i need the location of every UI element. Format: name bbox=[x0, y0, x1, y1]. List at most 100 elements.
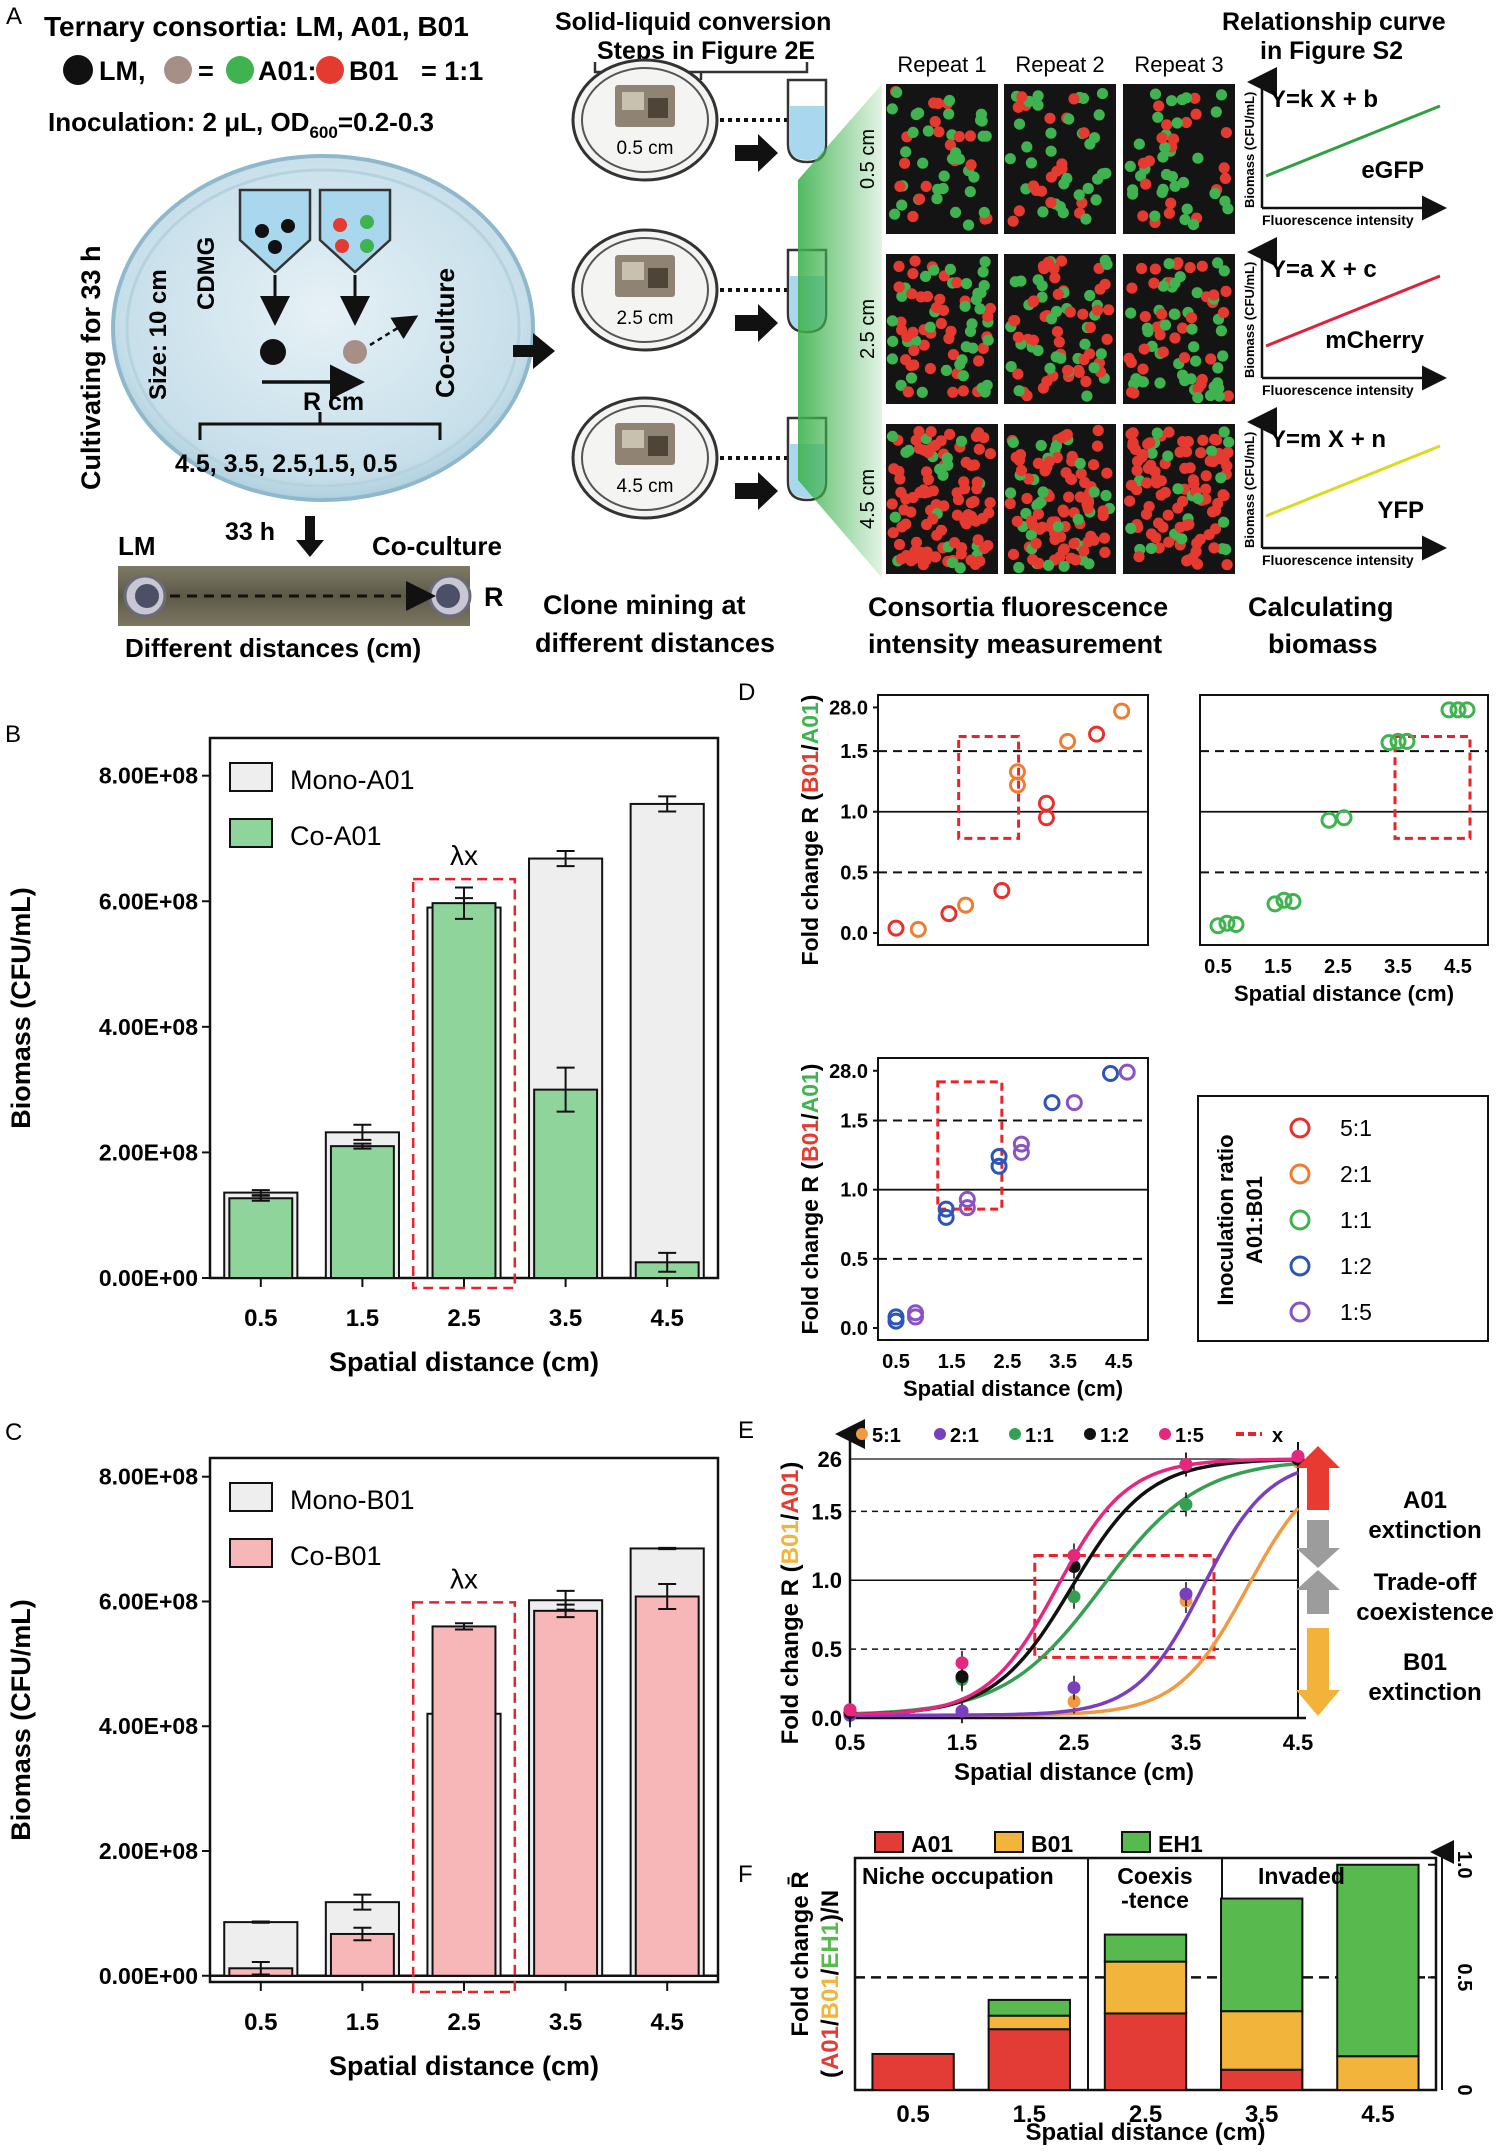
x-axis-title: Spatial distance (cm) bbox=[1025, 2119, 1265, 2146]
a01-cell bbox=[957, 370, 969, 382]
a01-cell bbox=[1187, 219, 1200, 231]
b01-cell bbox=[1062, 364, 1074, 377]
mean-point bbox=[1179, 1458, 1193, 1472]
legend-swatch bbox=[229, 1482, 273, 1512]
ratio-legend-title: Inoculation ratio bbox=[1213, 1134, 1238, 1305]
mean-point bbox=[1179, 1497, 1193, 1511]
b01-cell bbox=[1021, 492, 1033, 505]
row-distance-label: 4.5 cm bbox=[857, 469, 879, 529]
b01-cell bbox=[1101, 333, 1113, 345]
inoculation-main: Inoculation: 2 μL, OD bbox=[48, 107, 309, 137]
b01-cell bbox=[1063, 491, 1075, 503]
a01-cell bbox=[1177, 176, 1190, 189]
selection-gradient-band bbox=[798, 84, 882, 578]
b01-cell bbox=[1039, 465, 1051, 477]
ratio-point bbox=[1113, 702, 1131, 720]
a01-cell bbox=[900, 146, 912, 158]
small-dish-rim bbox=[581, 405, 709, 511]
y-tick-label: 1.0 bbox=[811, 1568, 842, 1593]
b01-cell bbox=[1013, 205, 1025, 217]
panel-f-label: F bbox=[738, 1861, 753, 1888]
legend-equals: = bbox=[198, 56, 214, 86]
e-legend-label: 1:5 bbox=[1175, 1425, 1204, 1447]
b01-cell bbox=[1222, 390, 1234, 402]
ratio-point bbox=[1284, 892, 1302, 910]
b01-cell bbox=[947, 386, 959, 398]
x-tick-label: 2.5 bbox=[447, 1305, 480, 1332]
distances-list: 4.5, 3.5, 2.5,1.5, 0.5 bbox=[175, 450, 397, 478]
b01-cell bbox=[947, 349, 960, 361]
f-legend-label: B01 bbox=[1031, 1831, 1073, 1857]
b01-cell bbox=[894, 180, 906, 192]
b01-cell bbox=[1129, 443, 1141, 455]
right-label-coexistence: coexistence bbox=[1356, 1599, 1493, 1626]
y-tick-label: 0.5 bbox=[840, 862, 868, 884]
a01-cell bbox=[1037, 486, 1049, 498]
b01-cell bbox=[1206, 506, 1219, 518]
co-bar bbox=[329, 1145, 395, 1279]
a01-cell bbox=[1032, 99, 1044, 111]
b01-cell bbox=[1141, 477, 1153, 489]
ratio-point bbox=[1227, 916, 1245, 934]
x-tick-label: 1.5 bbox=[1013, 2101, 1046, 2128]
ratio-point bbox=[1008, 763, 1026, 781]
a01-cell bbox=[1093, 109, 1105, 121]
b01-cell bbox=[917, 552, 929, 564]
step-arrow-icon bbox=[513, 333, 555, 369]
size-label: Size: 10 cm bbox=[145, 269, 172, 400]
curve-reporter-name: mCherry bbox=[1325, 327, 1424, 354]
a01-cell bbox=[968, 171, 980, 183]
a01-cell bbox=[1190, 355, 1202, 367]
b01-cell bbox=[1007, 548, 1020, 561]
b01-cell bbox=[1035, 185, 1048, 197]
a01-cell bbox=[1100, 167, 1112, 179]
legend-label: Mono-A01 bbox=[290, 765, 415, 795]
b01-cell bbox=[978, 432, 990, 444]
a01-cell bbox=[960, 278, 973, 290]
b01-cell bbox=[1218, 490, 1230, 502]
x-tick-label: 4.5 bbox=[651, 2009, 684, 2036]
b01-cell bbox=[1184, 462, 1196, 474]
a01-cell bbox=[1149, 210, 1161, 222]
ratio-point bbox=[1037, 794, 1055, 812]
ratio-point bbox=[1458, 701, 1476, 719]
b01-cell bbox=[958, 476, 970, 488]
a01-cell bbox=[922, 125, 935, 137]
a01-cell bbox=[966, 318, 978, 330]
clone-photo-highlight bbox=[622, 262, 644, 280]
b01-cell bbox=[1055, 255, 1068, 267]
b01-cell bbox=[1037, 382, 1049, 394]
a01-cell bbox=[910, 335, 922, 347]
ratio-point bbox=[1037, 809, 1055, 827]
b01-cell bbox=[908, 359, 920, 371]
a01-cell bbox=[1176, 94, 1188, 106]
a01-cell bbox=[982, 334, 994, 346]
b01-cell bbox=[900, 518, 912, 530]
a01-cell bbox=[953, 153, 966, 165]
b01-cell bbox=[1169, 332, 1181, 344]
b01-cell bbox=[1012, 331, 1024, 343]
b01-cell bbox=[1053, 336, 1065, 348]
b01-cell bbox=[1159, 486, 1171, 499]
extinction-up-arrow-icon bbox=[1296, 1446, 1340, 1510]
b01-cell bbox=[983, 507, 995, 519]
a01-cell bbox=[896, 290, 908, 302]
a01-cell bbox=[1160, 168, 1173, 181]
b01-cell bbox=[1066, 450, 1078, 463]
ratio-point bbox=[1398, 732, 1416, 750]
a01-cell bbox=[1204, 389, 1217, 402]
x-tick-label: 0.5 bbox=[835, 1730, 866, 1755]
transfer-arrow-icon bbox=[735, 134, 778, 172]
mono-bar bbox=[629, 802, 705, 1279]
b01-cell bbox=[893, 538, 906, 551]
b01-cell bbox=[1137, 157, 1150, 169]
b01-cell bbox=[1191, 537, 1203, 549]
a01-cell bbox=[1133, 138, 1145, 150]
b01-cell bbox=[1101, 467, 1113, 479]
legend-label: Co-A01 bbox=[290, 821, 382, 851]
b01-cell bbox=[1176, 322, 1189, 334]
b01-cell bbox=[1004, 497, 1016, 510]
a01-cell bbox=[1141, 322, 1153, 334]
a01-cell bbox=[1212, 362, 1224, 374]
b01-cell bbox=[887, 527, 899, 539]
